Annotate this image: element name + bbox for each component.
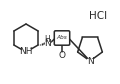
- Bar: [45, 40, 50, 46]
- Text: Abs: Abs: [57, 35, 67, 40]
- Text: HCl: HCl: [89, 11, 107, 21]
- Text: H: H: [44, 35, 50, 44]
- Bar: [22, 49, 30, 55]
- FancyBboxPatch shape: [54, 31, 70, 45]
- Bar: [87, 58, 93, 64]
- Text: N: N: [87, 57, 93, 66]
- Text: O: O: [59, 50, 66, 59]
- Text: N: N: [44, 38, 51, 47]
- Bar: [59, 52, 65, 58]
- Text: NH: NH: [19, 47, 33, 57]
